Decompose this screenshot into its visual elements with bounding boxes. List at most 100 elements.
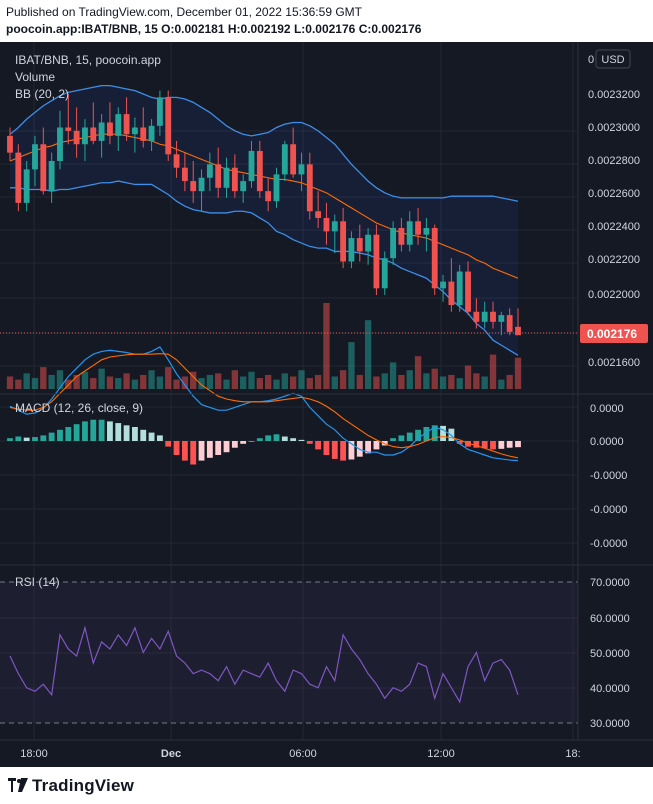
volume-bar [140,374,147,389]
candle-body [32,144,38,170]
volume-bar [73,374,80,389]
macd-histogram-bar [406,432,413,441]
rsi-tick: 30.0000 [590,718,630,730]
chart-area[interactable]: IBAT/BNB, 15, poocoin.app Volume BB (20,… [0,42,653,767]
macd-histogram-bar [15,436,22,441]
volume-bar [106,376,114,389]
volume-bar [198,378,205,389]
volume-bar [306,378,313,389]
candle-body [156,97,163,126]
candle-body [365,234,372,252]
candle-body [206,164,213,178]
candle-body [498,315,505,322]
rsi-axis-labels: 70.0000 60.0000 50.0000 40.0000 30.0000 [590,577,630,730]
chart-svg[interactable]: IBAT/BNB, 15, poocoin.app Volume BB (20,… [0,42,653,767]
volume-bar [314,374,322,389]
low-value: 0.002176 [305,22,356,36]
candle-body [356,238,363,252]
tradingview-logo-icon [8,778,28,792]
currency-button[interactable]: USD [595,49,631,69]
rsi-tick: 60.0000 [590,613,630,625]
macd-histogram-bar [323,441,330,455]
macd-histogram-bar [82,421,88,441]
price-tick: 0.0023200 [588,89,640,101]
volume-bar [56,370,64,389]
macd-tick: -0.0000 [590,470,627,482]
price-axis-labels: 0 0.0023200 0.0023000 0.0022800 0.002260… [588,54,640,369]
macd-histogram-bar [481,441,488,449]
candle-body [290,144,297,175]
price-tick: 0.0021600 [588,357,640,369]
symbol-ohlc-line: poocoin.app:IBAT/BNB, 15 O:0.002181 H:0.… [6,22,421,36]
grid-lines [0,42,578,740]
macd-signal-line [9,353,519,459]
volume-bar [373,376,380,389]
volume-bar [173,379,180,389]
candle-body [223,167,230,188]
price-tick: 0.0022200 [588,254,640,266]
volume-bar [223,379,230,389]
tradingview-logo[interactable]: TradingView [8,776,134,796]
candle-body [415,221,421,235]
brand-name: TradingView [32,776,135,795]
volume-bar [231,370,239,389]
candle-body [465,271,471,312]
macd-histogram-bar [490,441,496,450]
volume-bar [115,378,122,389]
volume-bar [15,379,22,389]
volume-bar [98,368,105,389]
macd-histogram-bar [173,441,180,455]
macd-histogram-bar [431,425,438,441]
macd-histogram-bar [198,441,205,461]
volume-bar [156,376,164,389]
macd-histogram-bar [231,441,238,448]
volume-bar [448,374,455,389]
macd-histogram-bar [498,441,505,449]
price-tick: 0.0023000 [588,122,640,134]
macd-histogram-bar [306,441,313,444]
macd-histogram-bar [48,432,55,441]
volume-bar [240,376,247,389]
candle-body [323,217,330,232]
volume-bar [90,378,97,389]
macd-histogram-bar [40,435,47,441]
macd-histogram-bar [156,435,163,441]
legend-rsi: RSI (14) [15,575,60,589]
volume-bar [406,370,413,389]
macd-histogram-bar [190,441,197,465]
volume-bar [165,367,172,389]
candle-body [273,174,280,202]
last-price-label: 0.002176 [587,327,637,341]
macd-histogram-bar [148,432,155,441]
volume-bar [256,378,264,389]
volume-bar [356,374,363,389]
volume-bar [473,373,480,389]
candle-body [331,221,338,232]
candle-body [40,144,47,192]
macd-histogram-bar [123,425,130,441]
macd-histogram-bar [7,438,13,441]
macd-histogram-bar [273,434,280,441]
macd-histogram-bar [223,441,230,453]
candle-body [73,130,80,145]
last-price-tag: 0.002176 [580,324,648,343]
candle-body [181,167,188,182]
candle-body [107,122,113,136]
volume-bar [456,378,463,389]
macd-histogram-bar [348,441,355,460]
macd-histogram-bar [107,421,113,441]
time-tick: 18: [565,748,580,760]
volume-bar [339,370,347,389]
volume-bar [289,376,297,389]
candlesticks [7,90,521,336]
macd-histogram-bar [248,441,255,442]
macd-histogram-bar [390,438,396,441]
legend-bb: BB (20, 2) [15,87,69,101]
candle-body [115,114,122,136]
candle-body [306,164,313,212]
volume-bar [31,378,39,389]
volume-bar [40,367,47,389]
candle-body [140,127,147,141]
candle-body [373,234,380,289]
time-tick: 06:00 [289,748,317,760]
